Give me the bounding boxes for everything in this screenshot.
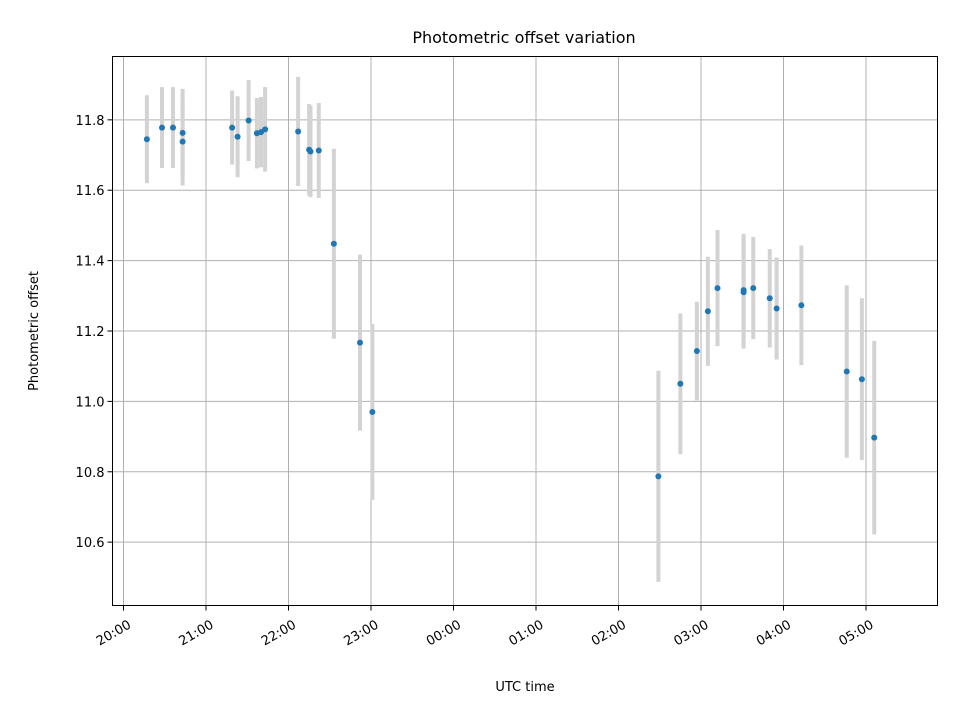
- data-point: [245, 117, 252, 124]
- data-point: [693, 348, 700, 355]
- data-point: [766, 295, 773, 302]
- y-tick-label: 11.8: [76, 114, 105, 129]
- data-point: [315, 147, 322, 154]
- y-tick-label: 10.8: [76, 466, 105, 481]
- data-point: [234, 133, 241, 140]
- data-point: [704, 308, 711, 315]
- data-point: [773, 305, 780, 312]
- data-point: [369, 408, 376, 415]
- y-tick-label: 10.6: [76, 536, 105, 551]
- data-point: [295, 128, 302, 135]
- data-point: [858, 376, 865, 383]
- data-point: [740, 289, 747, 296]
- data-point: [159, 124, 165, 131]
- chart-title: Photometric offset variation: [412, 28, 635, 47]
- data-point: [677, 380, 684, 387]
- y-tick-label: 11.2: [76, 325, 105, 340]
- data-point: [179, 129, 186, 136]
- data-point: [750, 285, 757, 292]
- data-point: [307, 148, 314, 155]
- data-point: [330, 240, 337, 247]
- y-axis-ticks: 10.6 10.8 11.0 11.2 11.4 11.6 11.8: [76, 114, 113, 551]
- data-point: [143, 136, 150, 143]
- data-point: [798, 302, 805, 309]
- data-points: [143, 117, 878, 480]
- data-point: [843, 368, 850, 375]
- data-point: [170, 124, 176, 131]
- y-tick-label: 11.6: [76, 184, 105, 199]
- data-point: [179, 138, 186, 145]
- x-axis-label: UTC time: [495, 680, 554, 695]
- y-tick-label: 11.0: [76, 395, 105, 410]
- data-point: [655, 473, 662, 480]
- data-point: [357, 339, 363, 346]
- y-axis-label: Photometric offset: [27, 271, 42, 391]
- data-point: [262, 126, 269, 133]
- data-point: [871, 434, 878, 441]
- data-point: [229, 124, 236, 131]
- data-point: [714, 285, 721, 292]
- y-tick-label: 11.4: [76, 255, 105, 270]
